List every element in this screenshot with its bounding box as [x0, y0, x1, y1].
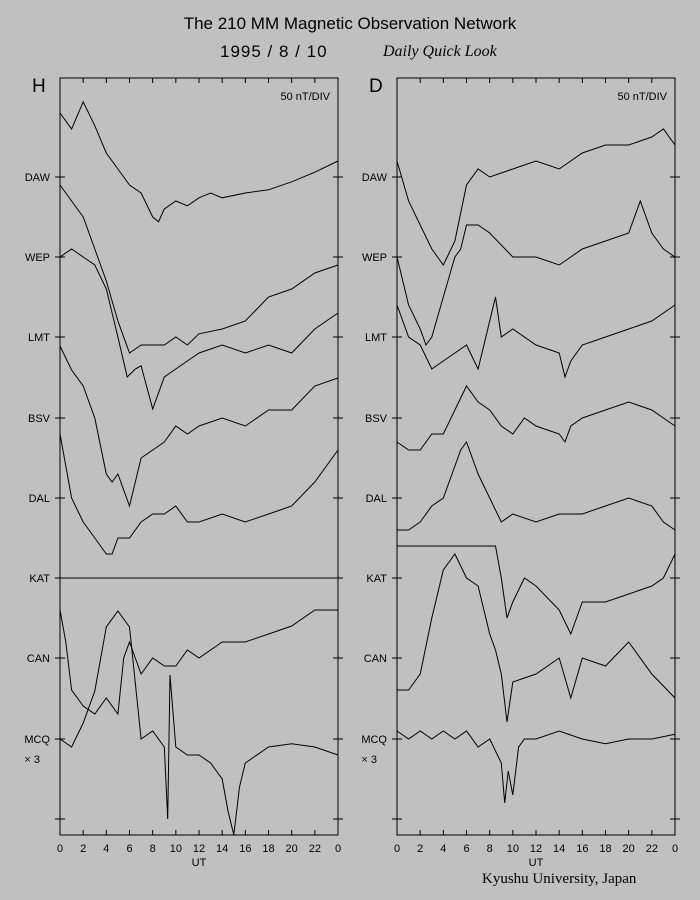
series-line-mcq [59, 610, 339, 836]
station-label: CAN [364, 653, 387, 665]
x-tick-label: 16 [239, 843, 251, 855]
x-tick-label: 2 [417, 843, 423, 855]
series-line-mcq [396, 730, 676, 804]
station-label: WEP [25, 252, 50, 264]
x-tick-label: 14 [553, 843, 565, 855]
x-tick-label: 22 [646, 843, 658, 855]
series-line-wep [396, 199, 676, 347]
x-tick-label: 14 [216, 843, 228, 855]
observation-date: 1995 / 8 / 10 [220, 42, 328, 61]
x-tick-label: 16 [576, 843, 588, 855]
institution-label: Kyushu University, Japan [482, 871, 637, 887]
multiplier-label: × 3 [24, 754, 40, 766]
series-line-can [59, 609, 338, 716]
scale-label: 50 nT/DIV [617, 91, 667, 103]
x-tick-label: 10 [170, 843, 182, 855]
series-line-kat [397, 545, 676, 636]
station-label: BSV [28, 413, 51, 425]
station-label: CAN [27, 653, 50, 665]
series-line-daw [396, 128, 676, 266]
x-tick-label: 8 [150, 843, 156, 855]
panel-label: D [369, 76, 383, 97]
x-tick-label: 0 [394, 843, 400, 855]
x-tick-label: 18 [599, 843, 611, 855]
x-tick-label: 4 [103, 843, 109, 855]
scale-label: 50 nT/DIV [280, 91, 330, 103]
x-tick-label: 2 [80, 843, 86, 855]
series-line-wep [59, 184, 339, 354]
station-label: WEP [362, 252, 387, 264]
station-label: DAL [29, 493, 50, 505]
station-label: DAL [366, 493, 387, 505]
mode-label: Daily Quick Look [383, 43, 497, 60]
series-line-dal [59, 433, 339, 555]
station-label: LMT [365, 332, 387, 344]
station-label: LMT [28, 332, 50, 344]
panel-frame [396, 77, 676, 836]
x-tick-label: 0 [335, 843, 341, 855]
panel-d: D 50 nT/DIV DAW WEP LMT BSV DAL KAT CAN MCQ × 3 0 2 4… [361, 76, 680, 869]
x-tick-label: 4 [440, 843, 446, 855]
series-line-bsv [59, 345, 339, 508]
x-tick-label: 12 [193, 843, 205, 855]
x-tick-label: 20 [623, 843, 635, 855]
series-line-bsv [396, 385, 676, 451]
panel-frame [59, 77, 339, 836]
station-label: MCQ [24, 734, 50, 746]
x-axis-label: UT [192, 857, 207, 869]
series-line-lmt [396, 296, 676, 379]
series-line-lmt [59, 248, 339, 411]
x-tick-label: 10 [507, 843, 519, 855]
station-label: KAT [366, 573, 387, 585]
x-tick-label: 6 [463, 843, 469, 855]
x-tick-label: 18 [262, 843, 274, 855]
multiplier-label: × 3 [361, 754, 377, 766]
x-axis-label: UT [529, 857, 544, 869]
x-tick-label: 12 [530, 843, 542, 855]
x-tick-label: 22 [309, 843, 321, 855]
x-tick-label: 8 [487, 843, 493, 855]
station-label: KAT [29, 573, 50, 585]
series-line-can [397, 553, 676, 723]
x-tick-label: 0 [672, 843, 678, 855]
station-label: DAW [25, 172, 51, 184]
chart-title: The 210 MM Magnetic Observation Network [183, 14, 517, 33]
series-line-daw [59, 100, 339, 223]
x-tick-label: 20 [286, 843, 298, 855]
panel-h: H 50 nT/DIV DAW WEP LMT BSV DAL KAT CAN MCQ × 3 0 2 4… [24, 76, 343, 869]
series-line-dal [397, 440, 676, 531]
x-tick-label: 6 [126, 843, 132, 855]
station-label: DAW [362, 172, 388, 184]
x-tick-label: 0 [57, 843, 63, 855]
station-label: MCQ [361, 734, 387, 746]
station-label: BSV [365, 413, 388, 425]
panel-label: H [32, 76, 46, 97]
